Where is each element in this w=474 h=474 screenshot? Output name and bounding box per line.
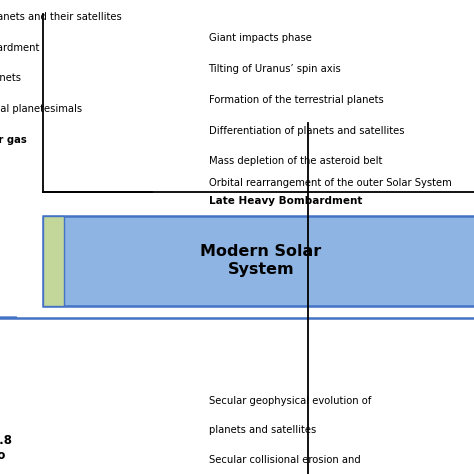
Text: Formation of the terrestrial planets: Formation of the terrestrial planets bbox=[209, 95, 383, 105]
Text: Secular geophysical evolution of: Secular geophysical evolution of bbox=[209, 396, 371, 406]
Text: planets and satellites: planets and satellites bbox=[209, 425, 316, 435]
Text: Late Heavy Bombardment: Late Heavy Bombardment bbox=[209, 196, 362, 206]
Text: t planets and their satellites: t planets and their satellites bbox=[0, 12, 122, 22]
Text: planets: planets bbox=[0, 73, 21, 83]
Text: mbardment: mbardment bbox=[0, 43, 39, 53]
Bar bbox=[43, 216, 64, 306]
Text: ordial planetesimals: ordial planetesimals bbox=[0, 104, 82, 114]
Text: ular gas: ular gas bbox=[0, 135, 27, 145]
Text: Secular collisional erosion and: Secular collisional erosion and bbox=[209, 455, 360, 465]
Text: Modern Solar
System: Modern Solar System bbox=[200, 245, 321, 277]
Text: Orbital rearrangement of the outer Solar System: Orbital rearrangement of the outer Solar… bbox=[209, 178, 451, 188]
Text: Giant impacts phase: Giant impacts phase bbox=[209, 33, 311, 43]
Text: Tilting of Uranus’ spin axis: Tilting of Uranus’ spin axis bbox=[209, 64, 341, 74]
Text: Mass depletion of the asteroid belt: Mass depletion of the asteroid belt bbox=[209, 156, 382, 166]
Text: – 3.8
ago: – 3.8 ago bbox=[0, 434, 12, 462]
Text: Differentiation of planets and satellites: Differentiation of planets and satellite… bbox=[209, 126, 404, 136]
Bar bbox=[43, 216, 474, 306]
